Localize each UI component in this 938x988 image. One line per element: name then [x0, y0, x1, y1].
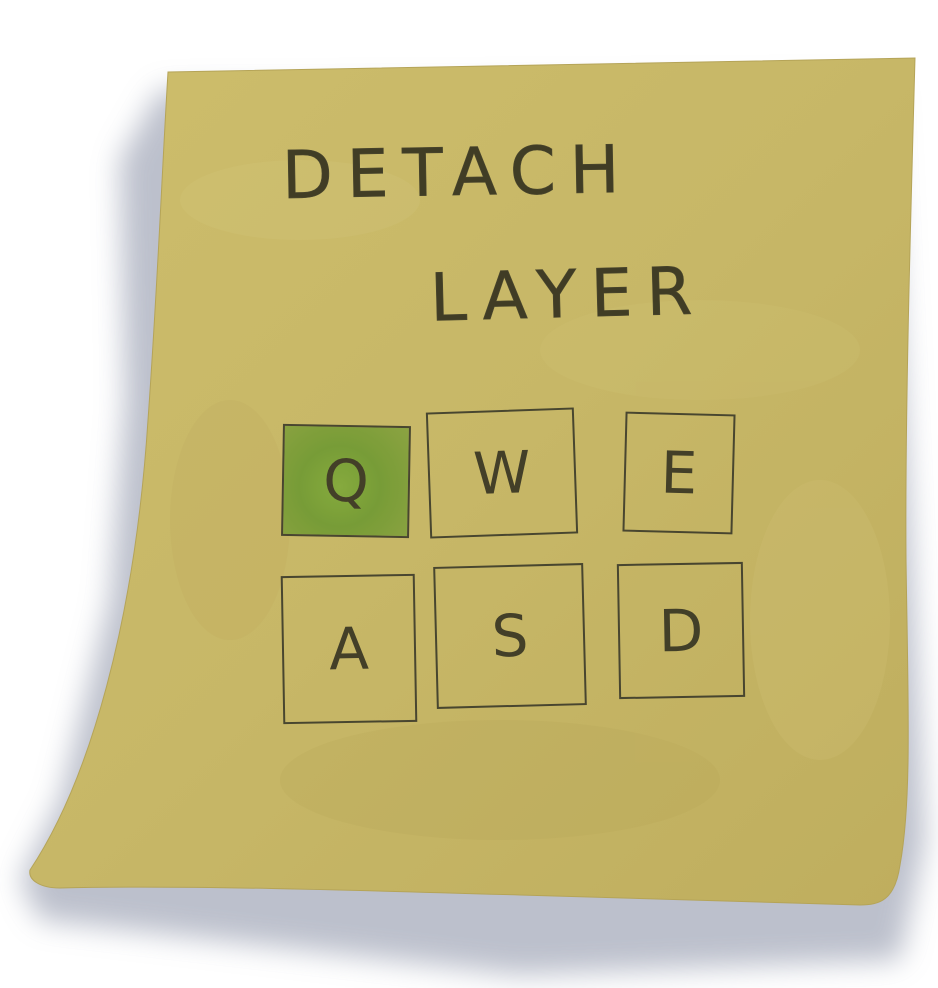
- key-w-label: W: [472, 438, 532, 508]
- title-line-1: DETACH: [281, 130, 635, 215]
- key-a[interactable]: A: [280, 573, 418, 725]
- key-a-label: A: [328, 614, 370, 684]
- key-e-label: E: [659, 438, 699, 508]
- key-s[interactable]: S: [433, 563, 587, 709]
- key-e[interactable]: E: [622, 411, 736, 535]
- key-d-label: D: [658, 596, 704, 665]
- note-paper: [29, 57, 916, 906]
- key-w[interactable]: W: [425, 407, 579, 539]
- paper-texture: [170, 160, 890, 840]
- key-d[interactable]: D: [616, 561, 746, 700]
- key-s-label: S: [490, 601, 530, 671]
- key-q-label: Q: [322, 446, 370, 516]
- key-q[interactable]: Q: [281, 423, 411, 539]
- title-line-2: LAYER: [429, 252, 708, 337]
